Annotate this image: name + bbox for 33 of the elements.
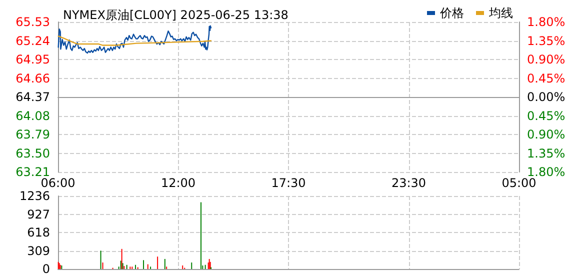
legend-label: 均线 <box>488 6 513 20</box>
x-tick-label: 17:30 <box>271 176 306 190</box>
x-tick-label: 05:00 <box>502 176 536 190</box>
y2-tick-label: 0.00% <box>527 90 566 104</box>
y-tick-label: 65.24 <box>16 34 50 48</box>
y-tick-label: 64.08 <box>16 108 50 123</box>
y-tick-label: 927 <box>27 207 50 222</box>
x-tick-label: 23:30 <box>391 176 426 190</box>
y2-tick-label: 0.45% <box>527 71 566 86</box>
x-tick-label: 12:00 <box>160 176 196 190</box>
y-tick-label: 63.50 <box>16 146 50 160</box>
line-series <box>58 36 212 46</box>
y2-tick-label: 0.90% <box>527 128 566 142</box>
y2-tick-label: 1.35% <box>527 146 566 160</box>
y2-tick-label: 1.35% <box>527 34 566 48</box>
y-tick-label: 64.37 <box>16 90 50 104</box>
y2-tick-label: 1.80% <box>527 15 566 29</box>
y-tick-label: 64.66 <box>16 71 50 86</box>
y2-tick-label: 0.90% <box>527 52 566 66</box>
y-tick-label: 65.53 <box>16 15 50 29</box>
y-tick-label: 0 <box>42 262 50 276</box>
y-tick-label: 64.95 <box>16 52 50 66</box>
y2-tick-label: 0.45% <box>527 108 566 123</box>
legend-label: 价格 <box>439 6 464 20</box>
line-series <box>58 25 212 54</box>
y-tick-label: 1236 <box>19 189 50 203</box>
chart-title: NYMEX原油[CL00Y] 2025-06-25 13:38 <box>63 8 288 22</box>
y-tick-label: 309 <box>27 244 50 258</box>
y-tick-label: 63.79 <box>16 128 50 142</box>
y2-tick-label: 1.80% <box>527 165 566 179</box>
y-tick-label: 63.21 <box>16 165 50 179</box>
y-tick-label: 618 <box>27 226 50 240</box>
x-tick-label: 06:00 <box>40 176 76 190</box>
